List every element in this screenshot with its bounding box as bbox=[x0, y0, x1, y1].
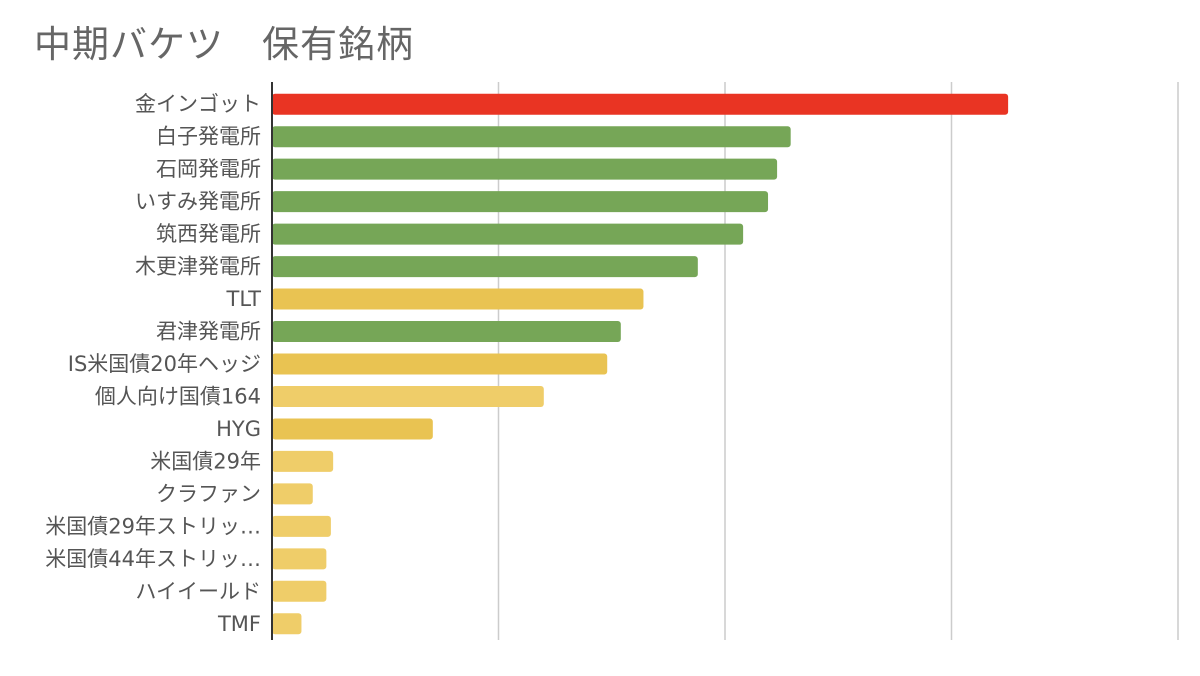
category-label: TLT bbox=[226, 287, 262, 311]
bar bbox=[272, 288, 644, 310]
bar bbox=[272, 450, 334, 472]
chart-title: 中期バケツ 保有銘柄 bbox=[34, 23, 414, 66]
category-label: 米国債29年 bbox=[150, 449, 261, 473]
bar bbox=[272, 580, 327, 602]
category-label: 米国債44年ストリッ… bbox=[45, 547, 261, 571]
bar bbox=[272, 321, 621, 343]
bar bbox=[272, 548, 327, 570]
bar bbox=[272, 191, 769, 213]
category-label: 米国債29年ストリッ… bbox=[45, 514, 261, 538]
bar bbox=[272, 158, 778, 180]
category-label: 木更津発電所 bbox=[135, 255, 261, 279]
bar bbox=[272, 256, 698, 278]
category-label: IS米国債20年ヘッジ bbox=[68, 352, 261, 376]
category-label: 金インゴット bbox=[135, 92, 261, 116]
category-label: 白子発電所 bbox=[156, 125, 261, 149]
bar bbox=[272, 385, 544, 407]
bar bbox=[272, 93, 1009, 115]
bar bbox=[272, 353, 608, 375]
category-label: いすみ発電所 bbox=[135, 190, 261, 214]
category-label: 君津発電所 bbox=[156, 320, 261, 344]
bar bbox=[272, 126, 791, 148]
category-label: ハイイールド bbox=[135, 579, 261, 603]
category-label: 石岡発電所 bbox=[156, 157, 261, 181]
bar bbox=[272, 483, 313, 505]
bars bbox=[272, 93, 1009, 635]
bar bbox=[272, 223, 744, 245]
category-label: TMF bbox=[217, 612, 261, 636]
category-label: 筑西発電所 bbox=[156, 222, 261, 246]
bar bbox=[272, 613, 302, 635]
category-label: HYG bbox=[216, 417, 261, 441]
bar bbox=[272, 418, 433, 440]
category-label: 個人向け国債164 bbox=[95, 384, 261, 408]
category-label: クラファン bbox=[156, 482, 261, 506]
bar bbox=[272, 515, 331, 537]
